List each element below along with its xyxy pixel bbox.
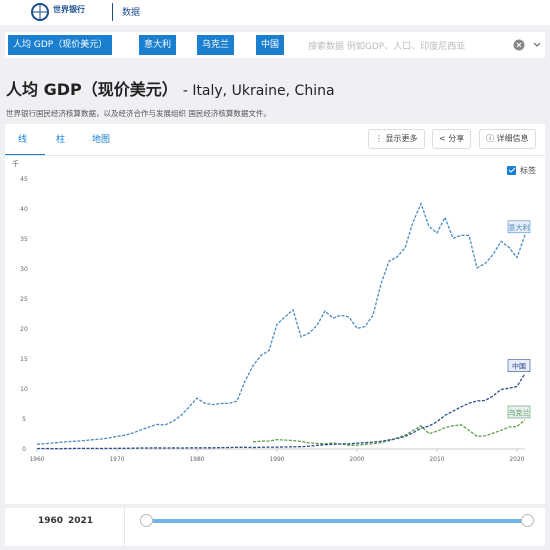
y-tick-label: 30 [20,266,28,273]
series-line [252,419,526,446]
x-tick-label: 1960 [29,456,44,463]
details-button[interactable]: ⓘ 详细信息 [479,129,536,149]
y-tick-label: 40 [20,206,28,213]
x-tick-label: 2000 [349,456,364,463]
range-bar [5,508,545,546]
tab[interactable]: 线 [18,135,28,145]
x-tick-label: 2020 [509,456,524,463]
search-placeholder[interactable]: 搜索数据 例如GDP、人口、印度尼西亚 [308,42,466,52]
y-tick-label: 25 [20,296,28,303]
y-tick-label: 5 [22,416,26,423]
tab[interactable]: 柱 [56,135,66,145]
button-label: 详细信息 [496,134,529,143]
range-start: 1960 [38,516,64,526]
y-tick-label: 35 [20,236,28,243]
share-button[interactable]: < 分享 [432,129,472,149]
header: 世界银行 数据 [0,0,550,25]
show-more-button[interactable]: ⋮ 显示更多 [368,129,425,149]
labels-toggle[interactable]: 标签 [520,165,536,175]
series-label: 乌克兰 [509,408,530,417]
page-title: 人均 GDP（现价美元） [6,80,178,99]
search-tag[interactable]: 人均 GDP（现价美元） [8,35,113,55]
series-label-box [507,405,531,419]
range-track[interactable] [146,519,528,523]
chart-card [5,124,545,504]
range-divider [124,508,125,546]
divider [112,3,113,21]
range-end: 2021 [68,516,94,526]
search-tag[interactable]: 乌克兰 [197,35,235,55]
logo-icon [31,3,49,21]
y-tick-label: 0 [22,446,26,453]
logo-text[interactable]: 世界银行 [53,5,85,14]
tab-rule [5,155,545,156]
search-controls[interactable] [512,38,542,52]
chart: 千 标签 0 5 10 15 20 25 30 35 40 45 1960 1970 1980 1990 2… [12,159,536,463]
y-unit: 千 [12,159,19,168]
search-tag[interactable]: 意大利 [139,35,177,55]
title-row: 人均 GDP（现价美元） - Italy, Ukraine, China [6,76,335,100]
series-line [36,201,526,445]
y-tick-label: 45 [20,176,28,183]
x-tick-label: 1970 [109,456,124,463]
series-label: 意大利 [509,223,530,232]
range-handle[interactable] [140,514,153,527]
series-line [37,373,526,450]
page-subtitle: - Italy, Ukraine, China [182,83,335,99]
series-label-box [507,359,531,372]
x-tick-label: 1990 [269,456,284,463]
series-label-box [507,220,531,234]
button-label: 分享 [448,134,465,143]
y-tick-label: 10 [20,386,28,393]
source-note: 世界银行国民经济核算数据，以及经济合作与发展组织 国民经济核算数据文件。 [6,109,271,118]
x-tick-label: 2010 [429,456,444,463]
search-tag[interactable]: 中国 [256,35,285,55]
section-link[interactable]: 数据 [122,8,141,18]
series-label: 中国 [512,362,526,371]
y-tick-label: 15 [20,356,28,363]
tab[interactable]: 地图 [92,135,111,145]
x-tick-label: 1980 [189,456,204,463]
range-handle[interactable] [521,514,534,527]
check-icon [508,167,516,173]
button-label: 显示更多 [385,134,418,143]
labels-checkbox[interactable] [507,166,516,175]
y-tick-label: 20 [20,326,28,333]
